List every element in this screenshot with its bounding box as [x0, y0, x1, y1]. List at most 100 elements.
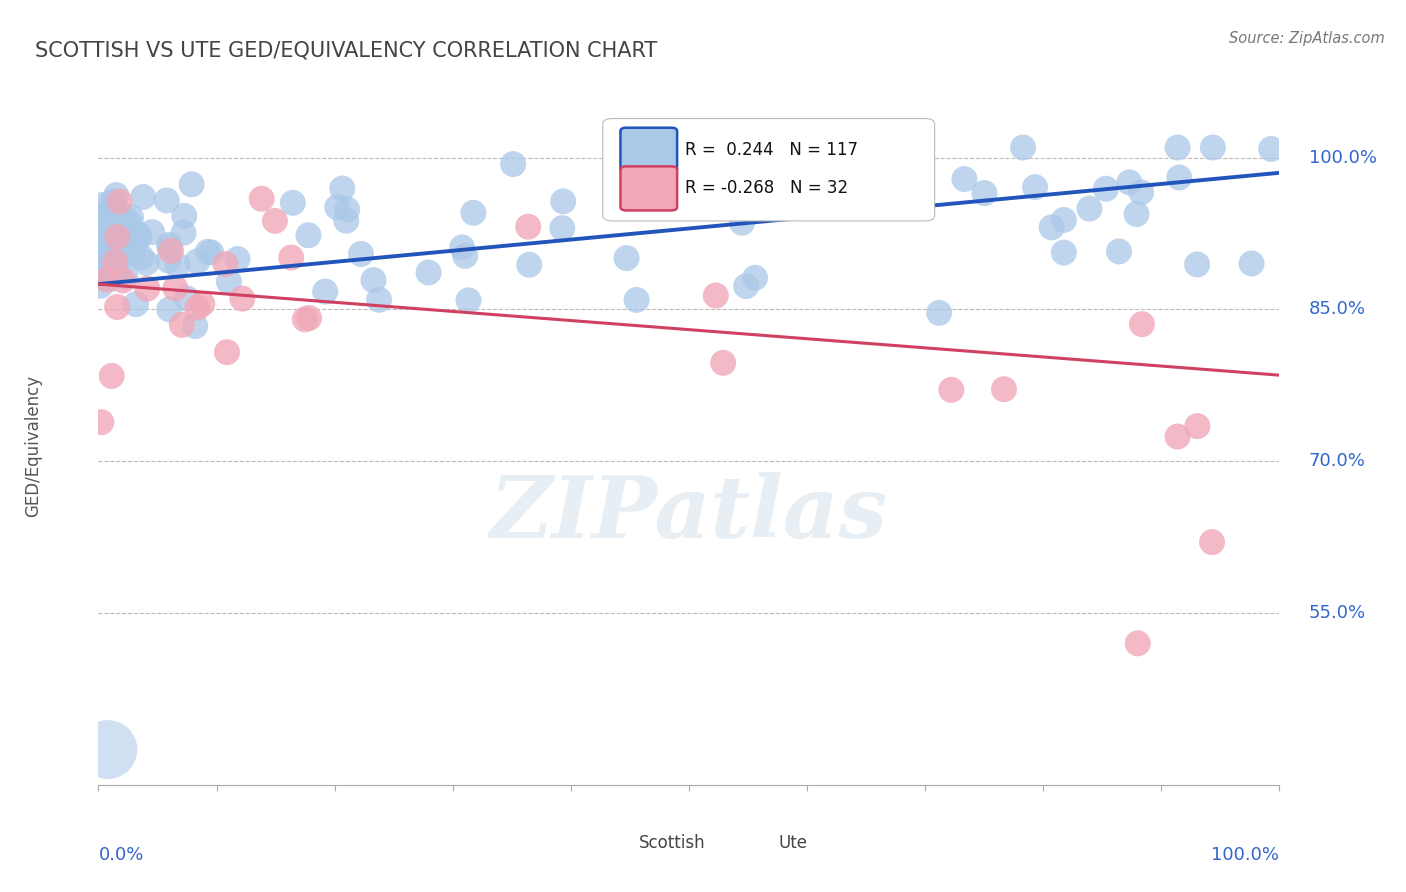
Point [1185, 257, 1208, 271]
Point [1040, 220, 1063, 235]
Point [553, 194, 575, 209]
Point [94, 246, 117, 260]
Point [157, 302, 180, 317]
Point [107, 239, 129, 253]
Text: 85.0%: 85.0% [1309, 301, 1367, 318]
Point [928, 306, 950, 320]
Point [127, 227, 149, 241]
Point [110, 248, 132, 262]
Point [89, 250, 111, 264]
Point [117, 245, 139, 260]
Point [100, 368, 122, 383]
Text: 100.0%: 100.0% [1309, 149, 1376, 167]
Point [98, 231, 121, 245]
Point [451, 240, 474, 254]
Point [993, 382, 1015, 396]
Point [1187, 419, 1209, 434]
Point [973, 186, 995, 200]
Point [105, 188, 128, 202]
Point [105, 300, 128, 314]
Point [704, 288, 727, 302]
Point [91, 198, 114, 212]
Point [165, 281, 187, 295]
Point [893, 157, 915, 171]
Point [157, 253, 180, 268]
Point [418, 265, 440, 279]
Point [105, 266, 128, 280]
Point [298, 311, 321, 326]
Point [314, 285, 336, 299]
Point [517, 258, 540, 272]
Point [1202, 140, 1225, 154]
Point [94, 269, 117, 284]
Point [294, 312, 316, 326]
Point [335, 213, 357, 227]
Point [808, 186, 831, 201]
Point [281, 195, 304, 210]
Point [186, 301, 208, 315]
Point [368, 293, 391, 307]
Point [336, 202, 359, 217]
Point [1053, 213, 1076, 227]
Point [111, 273, 134, 287]
Point [112, 209, 135, 223]
Point [1012, 140, 1035, 154]
Point [1130, 186, 1153, 200]
Point [97, 250, 120, 264]
Text: GED/Equivalency: GED/Equivalency [24, 375, 42, 517]
Point [744, 270, 766, 285]
Point [104, 267, 127, 281]
Point [517, 219, 540, 234]
Point [1078, 202, 1101, 216]
FancyBboxPatch shape [603, 119, 935, 221]
Point [1108, 244, 1130, 259]
Point [661, 188, 683, 202]
Point [1024, 180, 1046, 194]
Point [200, 245, 222, 260]
Point [105, 230, 128, 244]
Point [156, 194, 179, 208]
Text: ZIPatlas: ZIPatlas [489, 472, 889, 556]
Text: SCOTTISH VS UTE GED/EQUIVALENCY CORRELATION CHART: SCOTTISH VS UTE GED/EQUIVALENCY CORRELAT… [35, 40, 658, 60]
Point [125, 235, 148, 249]
Point [184, 319, 207, 334]
Point [103, 235, 125, 249]
Point [264, 214, 287, 228]
Point [93, 207, 115, 221]
Point [111, 220, 134, 235]
Point [711, 356, 734, 370]
Point [1240, 256, 1263, 270]
Point [121, 246, 143, 260]
Text: 70.0%: 70.0% [1309, 452, 1365, 470]
Point [186, 254, 208, 268]
Point [731, 216, 754, 230]
Point [105, 265, 128, 279]
Point [1126, 636, 1149, 650]
Point [350, 247, 373, 261]
Text: Ute: Ute [779, 834, 807, 852]
Text: Source: ZipAtlas.com: Source: ZipAtlas.com [1229, 31, 1385, 46]
Point [457, 293, 479, 308]
Point [128, 230, 150, 244]
Point [197, 244, 219, 259]
Point [136, 282, 159, 296]
FancyBboxPatch shape [603, 832, 636, 853]
Point [94, 219, 117, 234]
Point [157, 237, 180, 252]
Point [747, 194, 769, 209]
Point [108, 216, 131, 230]
Point [901, 158, 924, 172]
Point [90, 278, 112, 293]
Point [176, 292, 198, 306]
Point [616, 251, 638, 265]
Point [1130, 317, 1153, 331]
Point [330, 181, 353, 195]
Point [104, 232, 127, 246]
Point [101, 255, 124, 269]
Point [551, 221, 574, 235]
Text: 100.0%: 100.0% [1212, 846, 1279, 864]
Point [1168, 170, 1191, 185]
Point [173, 226, 195, 240]
Point [502, 157, 524, 171]
Point [104, 254, 127, 268]
